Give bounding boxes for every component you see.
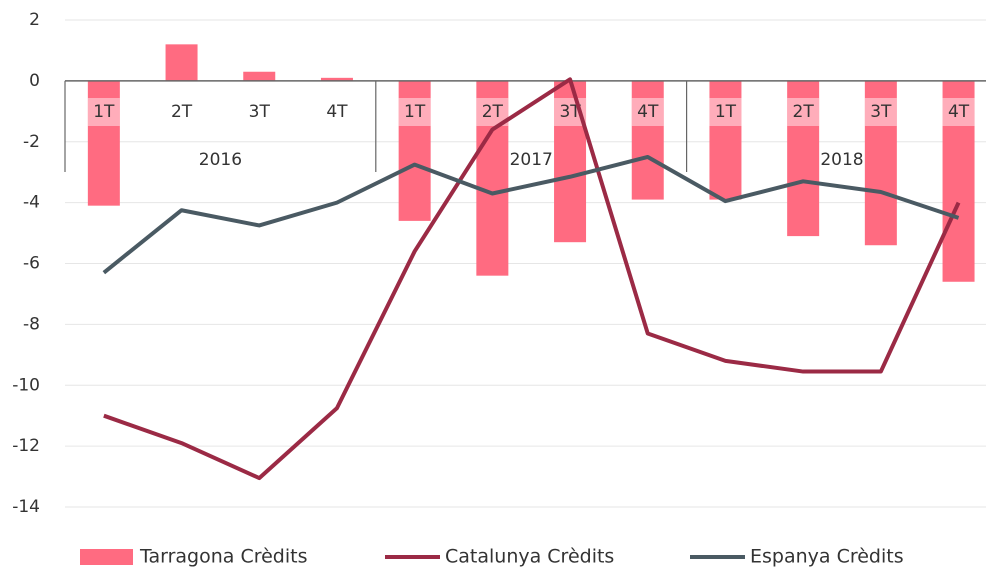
- x-tick-label: 2T: [171, 102, 193, 122]
- bar: [709, 80, 742, 200]
- line-series: [102, 154, 960, 275]
- category-label-box: [165, 98, 198, 126]
- group-label: 2018: [820, 150, 863, 170]
- y-tick-label: -6: [23, 254, 40, 274]
- bar: [476, 80, 509, 276]
- bar: [87, 80, 120, 206]
- legend-label: Espanya Crèdits: [750, 546, 904, 568]
- group-label: 2016: [199, 150, 242, 170]
- bar: [398, 80, 431, 221]
- legend-swatch: [80, 549, 133, 565]
- x-tick-label: 2T: [482, 102, 504, 122]
- category-label-box: [398, 98, 431, 126]
- category-label-box: [864, 98, 897, 126]
- category-label-box: [87, 98, 120, 126]
- x-tick-label: 3T: [870, 102, 892, 122]
- x-tick-label: 1T: [93, 102, 115, 122]
- category-label-box: [243, 98, 276, 126]
- y-tick-label: -4: [23, 193, 40, 213]
- bar: [165, 44, 198, 81]
- x-tick-label: 1T: [715, 102, 737, 122]
- bar: [243, 71, 276, 81]
- y-tick-label: 0: [29, 71, 40, 91]
- bar: [864, 80, 897, 246]
- x-tick-label: 4T: [948, 102, 970, 122]
- y-tick-label: -14: [12, 497, 40, 517]
- y-tick-label: -10: [12, 375, 40, 395]
- bar: [942, 80, 975, 282]
- category-label-box: [942, 98, 975, 126]
- legend: Tarragona Crèdits Catalunya Crèdits Espany…: [80, 546, 904, 568]
- x-tick-label: 2T: [793, 102, 815, 122]
- x-tick-label: 1T: [404, 102, 426, 122]
- legend-label: Tarragona Crèdits: [139, 546, 307, 568]
- y-tick-label: -12: [12, 436, 40, 456]
- x-tick-label: 3T: [559, 102, 581, 122]
- y-tick-label: 2: [29, 10, 40, 30]
- bar: [787, 80, 820, 237]
- group-label: 2017: [510, 150, 553, 170]
- category-label-box: [787, 98, 820, 126]
- y-tick-label: -8: [23, 314, 40, 334]
- x-tick-label: 3T: [249, 102, 271, 122]
- legend-label: Catalunya Crèdits: [445, 546, 614, 568]
- bar: [320, 77, 353, 81]
- bar: [631, 80, 664, 200]
- y-tick-label: -2: [23, 132, 40, 152]
- category-label-box: [631, 98, 664, 126]
- line-series: [103, 77, 961, 481]
- x-tick-label: 4T: [326, 102, 348, 122]
- x-tick-label: 4T: [637, 102, 659, 122]
- category-label-box: [320, 98, 353, 126]
- category-label-box: [709, 98, 742, 126]
